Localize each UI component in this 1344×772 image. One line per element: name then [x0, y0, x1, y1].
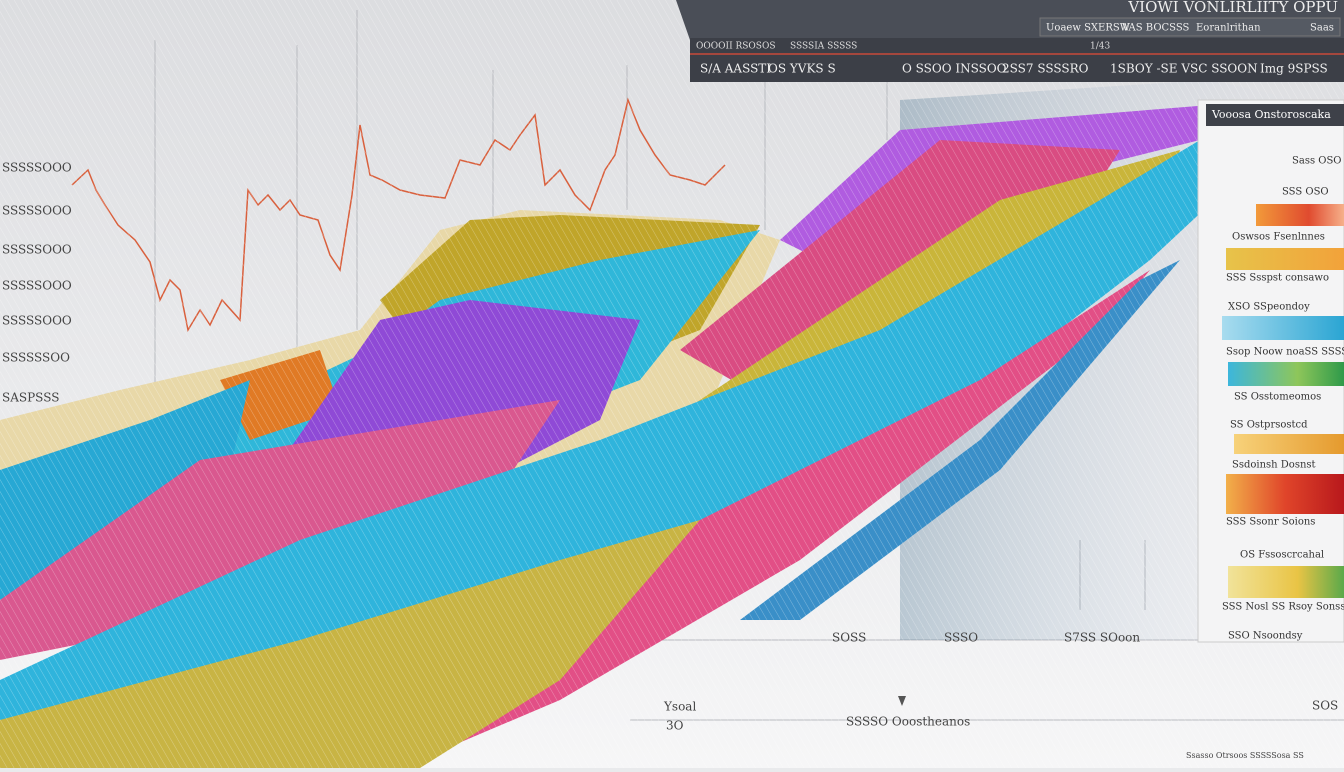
item-label: SSO Nsoondsy — [1228, 631, 1303, 642]
stats-panel — [690, 38, 1344, 82]
item-label: Sass OSO — [1292, 156, 1342, 167]
item-label: OS Fssoscrcahal — [1240, 550, 1324, 561]
tab[interactable]: Uoaew SXERSW — [1046, 23, 1131, 34]
y-label: SASPSSS — [2, 391, 59, 405]
sidebar-header — [1206, 104, 1344, 126]
x-label: SSSSO Ooostheanos — [846, 715, 970, 729]
header-title: VIOWI VONLIRLIITY OPPU — [1127, 0, 1338, 16]
item-label: SS Osstomeomos — [1234, 392, 1321, 403]
y-label: SSSSSOOO — [2, 314, 72, 328]
stat: 1SBOY -SE VSC SSOON — [1110, 62, 1258, 76]
item-label: SS Ostprsostcd — [1230, 420, 1308, 431]
y-label: SSSSSOOO — [2, 161, 72, 175]
item-label: SSS Ssonr Soions — [1226, 517, 1315, 528]
bar — [1256, 204, 1344, 226]
stat: O SSOO INSSOO — [902, 62, 1007, 76]
item-label: Ssdoinsh Dosnst — [1232, 460, 1316, 471]
bar — [1228, 566, 1344, 598]
bottom-labels: SOSS SSSO S7SS SOoon Ysoal 3O SSSSO Ooos… — [663, 631, 1338, 761]
bar — [1226, 474, 1344, 514]
sidebar-title: Vooosa Onstoroscaka — [1211, 108, 1331, 121]
x-label: 3O — [666, 719, 684, 733]
stat: OS YVKS S — [768, 62, 836, 76]
x-label: S7SS SOoon — [1064, 631, 1140, 645]
x-label: Ysoal — [663, 700, 696, 714]
item-label: SSS OSO — [1282, 187, 1329, 198]
bar — [1222, 316, 1344, 340]
y-label: SSSSSOOO — [2, 243, 72, 257]
header: VIOWI VONLIRLIITY OPPU Uoaew SXERSW VAS … — [676, 0, 1344, 82]
stat: Img 9SPSS — [1260, 62, 1328, 76]
tab[interactable]: Eoranlrithan — [1196, 23, 1261, 34]
x-label: SOSS — [832, 631, 866, 645]
y-label: SSSSSSOO — [2, 351, 70, 365]
sub-label: SSSSIA SSSSS — [790, 42, 857, 52]
item-label: Oswsos Fsenlnnes — [1232, 232, 1325, 243]
y-axis: SSSSSOOO SSSSSOOO SSSSSOOO SSSSSOOO SSSS… — [2, 161, 72, 405]
tab[interactable]: Saas — [1310, 23, 1334, 34]
stat: 2SS7 SSSSRO — [1002, 62, 1089, 76]
bar — [1234, 434, 1344, 454]
tab[interactable]: VAS BOCSSS — [1121, 23, 1190, 34]
x-label: SOS — [1312, 699, 1338, 713]
x-label: SSSO — [944, 631, 978, 645]
footnote: Ssasso Otrsoos SSSSSosa SS — [1186, 751, 1304, 760]
item-label: XSO SSpeondoy — [1228, 302, 1310, 313]
item-label: SSS Nosl SS Rsoy Sonss — [1222, 602, 1344, 613]
item-label: Ssop Noow noaSS SSSS — [1226, 347, 1344, 358]
tab-bar — [1039, 17, 1341, 37]
sub-label: OOOOII RSOSOS — [696, 42, 776, 52]
stat: S/A AASSTI — [700, 62, 771, 76]
sub-label: 1/43 — [1090, 42, 1110, 52]
bar — [1226, 248, 1344, 270]
item-label: SSS Ssspst consawo — [1226, 273, 1329, 284]
y-label: SSSSSOOO — [2, 279, 72, 293]
y-label: SSSSSOOO — [2, 204, 72, 218]
sidebar: Vooosa Onstoroscaka Sass OSO SSS OSO Osw… — [1197, 99, 1344, 643]
marker — [898, 696, 906, 706]
bar — [1228, 362, 1344, 386]
